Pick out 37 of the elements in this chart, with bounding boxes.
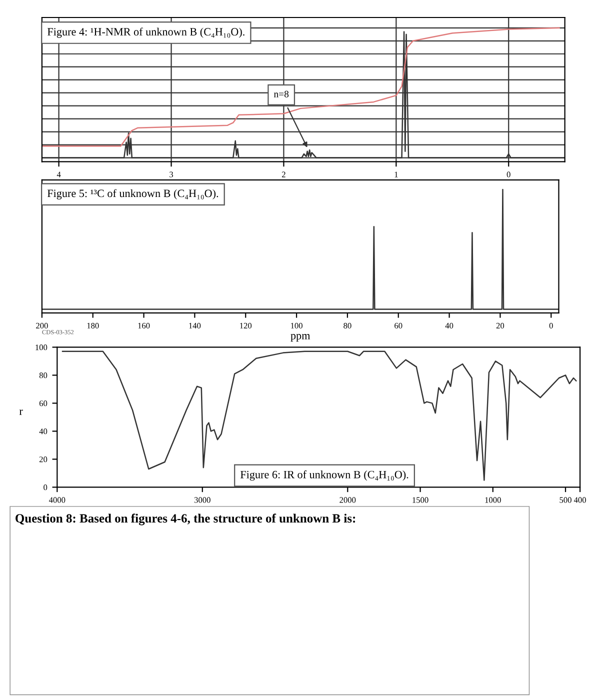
x-tick-label: 3000 (194, 497, 210, 503)
y-axis-title: r (19, 410, 23, 415)
x-tick-label: 0 (549, 322, 553, 328)
x-tick-label: 40 (445, 322, 454, 328)
x-tick-label: 500 (560, 497, 572, 503)
text: Figure 6: IR of unknown B (C₄H₁₀O). (240, 470, 408, 481)
line-series (62, 350, 577, 481)
y-tick-label: 40 (39, 428, 48, 434)
x-tick-label: 60 (394, 322, 402, 328)
x-tick-label: 100 (291, 322, 302, 328)
x-axis-title: ppm (290, 334, 310, 342)
x-tick-label: 400 (574, 497, 586, 503)
x-tick-label: 4 (56, 172, 61, 178)
text: Question 8: Based on figures 4-6, the structure of unknown B is: (16, 514, 356, 526)
y-tick-label: 20 (39, 456, 48, 462)
x-tick-label: 20 (496, 322, 504, 328)
x-tick-label: 0 (506, 172, 510, 178)
x-tick-label: 160 (138, 322, 150, 328)
y-tick-label: 60 (39, 400, 48, 406)
x-tick-label: 80 (344, 322, 352, 328)
annotation: n=8 (274, 90, 289, 98)
x-tick-label: 2000 (340, 497, 356, 503)
y-tick-label: 80 (39, 372, 48, 378)
x-tick-label: 3 (170, 172, 174, 178)
x-tick-label: 120 (240, 322, 252, 328)
y-tick-label: 0 (44, 484, 48, 490)
x-tick-label: 180 (87, 322, 99, 328)
y-tick-label: 100 (36, 344, 48, 350)
chart-title: Figure 4: ¹H-NMR of unknown B (C₄H₁₀O). (48, 28, 244, 38)
x-tick-label: 1000 (485, 497, 501, 503)
chart-title: Figure 5: ¹³C of unknown B (C₄H₁₀O). (47, 189, 218, 200)
x-tick-label: 2 (282, 172, 286, 178)
x-tick-label: 140 (189, 322, 201, 328)
x-tick-label: 4000 (48, 497, 66, 503)
x-tick-label: 1 (394, 172, 398, 178)
x-tick-label: 200 (36, 322, 48, 328)
x-tick-label: 1500 (412, 497, 428, 503)
